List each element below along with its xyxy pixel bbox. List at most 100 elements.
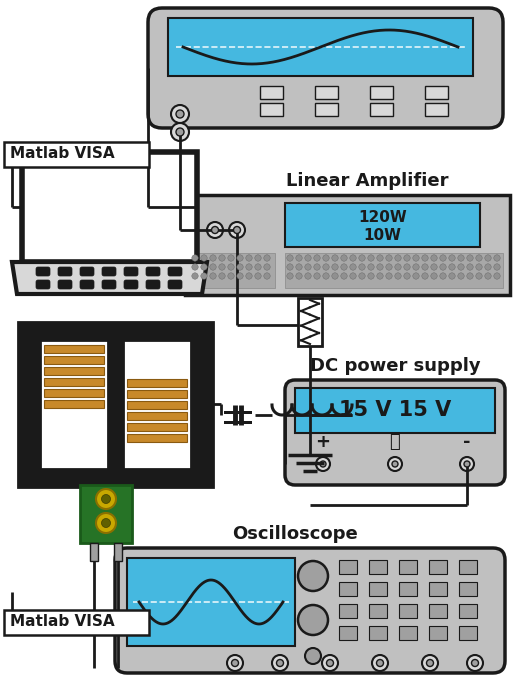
Circle shape <box>287 255 293 261</box>
Circle shape <box>431 263 437 270</box>
Circle shape <box>228 255 234 261</box>
Circle shape <box>229 222 245 238</box>
Text: 15 V 15 V: 15 V 15 V <box>339 401 451 420</box>
Text: ⏛: ⏛ <box>390 433 400 451</box>
Circle shape <box>377 263 383 270</box>
Bar <box>80 485 132 543</box>
Circle shape <box>341 263 347 270</box>
Circle shape <box>341 255 347 261</box>
Circle shape <box>494 255 500 261</box>
FancyBboxPatch shape <box>148 8 503 128</box>
Circle shape <box>305 263 311 270</box>
Bar <box>429 582 447 596</box>
FancyBboxPatch shape <box>58 280 72 289</box>
Circle shape <box>296 263 302 270</box>
Bar <box>315 103 338 116</box>
Bar <box>425 86 448 99</box>
Bar <box>260 86 283 99</box>
Circle shape <box>386 255 392 261</box>
Circle shape <box>494 263 500 270</box>
FancyBboxPatch shape <box>168 280 182 289</box>
Circle shape <box>395 255 401 261</box>
Circle shape <box>314 255 320 261</box>
Bar <box>399 626 417 640</box>
Bar <box>44 400 104 408</box>
Bar <box>285 203 480 247</box>
Bar <box>90 543 98 561</box>
Bar <box>22 152 197 262</box>
Circle shape <box>404 273 410 279</box>
Circle shape <box>298 605 328 635</box>
Bar <box>168 18 473 76</box>
Circle shape <box>287 273 293 279</box>
Circle shape <box>485 263 491 270</box>
Text: Function Generator: Function Generator <box>227 0 424 3</box>
Bar <box>114 543 122 561</box>
Bar <box>339 560 357 574</box>
Bar <box>339 604 357 618</box>
Circle shape <box>467 655 483 671</box>
Circle shape <box>246 263 252 270</box>
FancyBboxPatch shape <box>58 267 72 276</box>
Circle shape <box>323 273 329 279</box>
Circle shape <box>368 273 374 279</box>
Circle shape <box>422 263 428 270</box>
Bar <box>459 604 477 618</box>
Circle shape <box>305 648 321 664</box>
Circle shape <box>207 222 223 238</box>
Circle shape <box>228 273 234 279</box>
Circle shape <box>327 659 333 666</box>
Circle shape <box>255 273 261 279</box>
Circle shape <box>192 255 198 261</box>
Circle shape <box>413 255 419 261</box>
Circle shape <box>377 273 383 279</box>
Circle shape <box>476 273 482 279</box>
Circle shape <box>431 255 437 261</box>
FancyBboxPatch shape <box>36 267 50 276</box>
Bar <box>399 560 417 574</box>
Bar <box>127 379 187 387</box>
Circle shape <box>359 273 365 279</box>
Circle shape <box>237 273 243 279</box>
Circle shape <box>287 263 293 270</box>
Circle shape <box>323 263 329 270</box>
Bar <box>429 560 447 574</box>
Bar <box>44 367 104 375</box>
Circle shape <box>296 255 302 261</box>
Circle shape <box>332 255 338 261</box>
FancyBboxPatch shape <box>102 280 116 289</box>
Bar <box>429 626 447 640</box>
Circle shape <box>458 263 464 270</box>
Circle shape <box>246 255 252 261</box>
Circle shape <box>458 273 464 279</box>
Bar <box>127 390 187 398</box>
Circle shape <box>296 273 302 279</box>
Circle shape <box>460 457 474 471</box>
Circle shape <box>201 273 207 279</box>
Circle shape <box>102 494 110 503</box>
Text: Oscilloscope: Oscilloscope <box>232 525 358 543</box>
Bar <box>425 103 448 116</box>
Circle shape <box>264 263 270 270</box>
Text: Matlab VISA: Matlab VISA <box>10 615 115 629</box>
FancyBboxPatch shape <box>168 267 182 276</box>
Circle shape <box>237 263 243 270</box>
Circle shape <box>386 263 392 270</box>
Circle shape <box>176 110 184 118</box>
Bar <box>44 378 104 386</box>
Bar <box>260 103 283 116</box>
Circle shape <box>171 123 189 141</box>
Circle shape <box>341 273 347 279</box>
Bar <box>224 411 252 414</box>
Circle shape <box>332 263 338 270</box>
Bar <box>18 322 213 487</box>
Circle shape <box>231 659 239 666</box>
FancyBboxPatch shape <box>102 267 116 276</box>
Bar <box>40 340 108 469</box>
Circle shape <box>440 255 446 261</box>
Bar <box>429 604 447 618</box>
Circle shape <box>413 273 419 279</box>
Bar <box>298 298 322 346</box>
Text: 10W: 10W <box>364 227 402 243</box>
Bar <box>127 558 295 646</box>
